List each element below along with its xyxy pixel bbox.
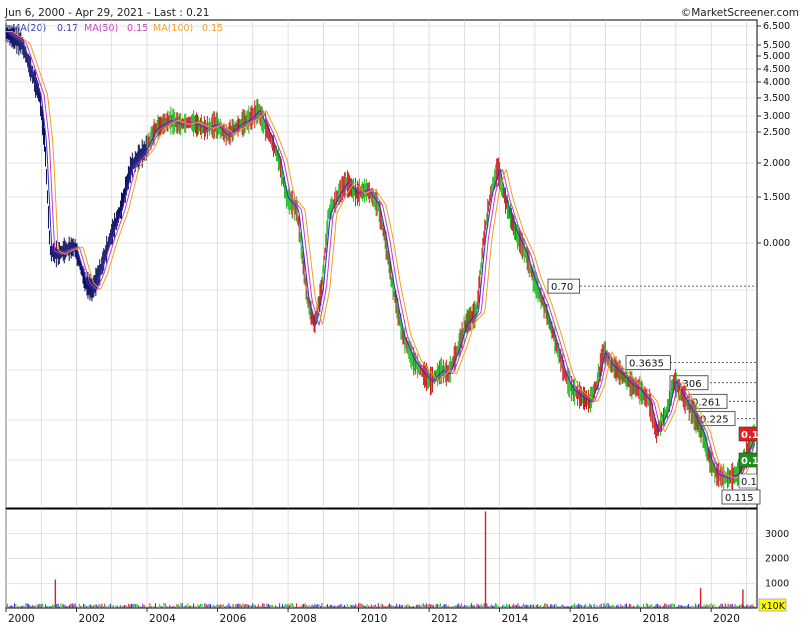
price-tick-label: 5.500 — [763, 40, 790, 51]
time-tick-label: 2012 — [431, 613, 458, 625]
time-tick-label: 2008 — [290, 613, 317, 625]
volume-tick-label: 1000 — [765, 578, 789, 589]
time-tick-label: 2018 — [643, 613, 670, 625]
volume-tick-label: 2000 — [765, 554, 789, 565]
level-label: 0.306 — [673, 379, 702, 390]
price-tick-label: 3.500 — [763, 93, 790, 104]
volume-panel: 3000 2000 1000 x10K — [5, 508, 789, 612]
volume-grid — [5, 509, 757, 608]
legend-ma50-value: 0.15 — [127, 23, 148, 34]
level-tag — [625, 355, 671, 371]
time-tick-label: 2010 — [361, 613, 388, 625]
legend-ma20-label: MA(20) — [12, 23, 46, 34]
price-tick-label: 2.500 — [763, 127, 790, 138]
time-tick-label: 2004 — [149, 613, 176, 625]
level-label: 0.3635 — [629, 359, 664, 370]
right-price-tags: 0.1 0.1 0.1 — [738, 426, 759, 489]
level-tag — [721, 489, 761, 505]
time-tick-label: 2006 — [220, 613, 247, 625]
volume-unit-tag — [758, 598, 787, 612]
price-tick-label: 3.000 — [763, 111, 790, 122]
price-tick-label: 5.000 — [763, 51, 790, 62]
volume-unit-label: x10K — [761, 601, 786, 612]
price-panel: 0.70 0.3635 0.306 0.261 0.225 0.115 6.500 5.50… — [5, 19, 790, 509]
price-tag-label: 0.1 — [741, 477, 757, 488]
price-bars — [5, 23, 755, 491]
time-tick-label: 2002 — [79, 613, 106, 625]
price-tick-label: 4.500 — [763, 64, 790, 75]
time-tick-label: 2000 — [8, 613, 35, 625]
level-label: 0.225 — [700, 415, 729, 426]
level-tag — [547, 278, 581, 294]
volume-bars — [5, 511, 756, 608]
chart-title: Jun 6, 2000 - Apr 29, 2021 - Last : 0.21 — [4, 7, 209, 19]
ma-line-ma20 — [5, 31, 756, 479]
time-axis: 2000 2002 2004 2006 2008 2010 2012 2014 2016 2018… — [5, 608, 740, 625]
level-label: 0.261 — [692, 397, 721, 408]
source-credit: ©MarketScreener.com — [681, 7, 799, 19]
price-tag — [738, 473, 758, 489]
price-tag-label: 0.1 — [741, 430, 759, 441]
time-tick-label: 2020 — [713, 613, 740, 625]
legend-ma20-value: 0.17 — [57, 23, 78, 34]
level-label: 0.115 — [725, 493, 754, 504]
ma-line-ma50 — [6, 31, 756, 479]
level-label: 0.70 — [551, 282, 573, 293]
legend-ma50-label: MA(50) — [84, 23, 118, 34]
price-tick-label: 1.500 — [763, 192, 790, 203]
time-tick-label: 2016 — [572, 613, 599, 625]
price-tick-label: 2.000 — [763, 158, 790, 169]
price-tick-label: 0.000 — [763, 238, 790, 249]
legend-ma100-value: 0.15 — [202, 23, 223, 34]
volume-tick-label: 3000 — [765, 529, 789, 540]
ma-line-ma100 — [6, 31, 756, 479]
legend-ma100-label: MA(100) — [153, 23, 193, 34]
price-tick-label: 6.500 — [763, 21, 790, 32]
price-grid — [5, 20, 757, 508]
price-tag — [738, 452, 758, 468]
price-tag — [738, 426, 758, 442]
time-tick-label: 2014 — [502, 613, 529, 625]
price-series — [5, 23, 756, 491]
price-panel-frame — [5, 19, 758, 509]
legend: MA(20) 0.17 MA(50) 0.15 MA(100) 0.15 — [12, 23, 223, 34]
volume-axis: 3000 2000 1000 — [765, 529, 789, 590]
price-tag-label: 0.1 — [741, 456, 759, 467]
price-tick-label: 4.000 — [763, 77, 790, 88]
